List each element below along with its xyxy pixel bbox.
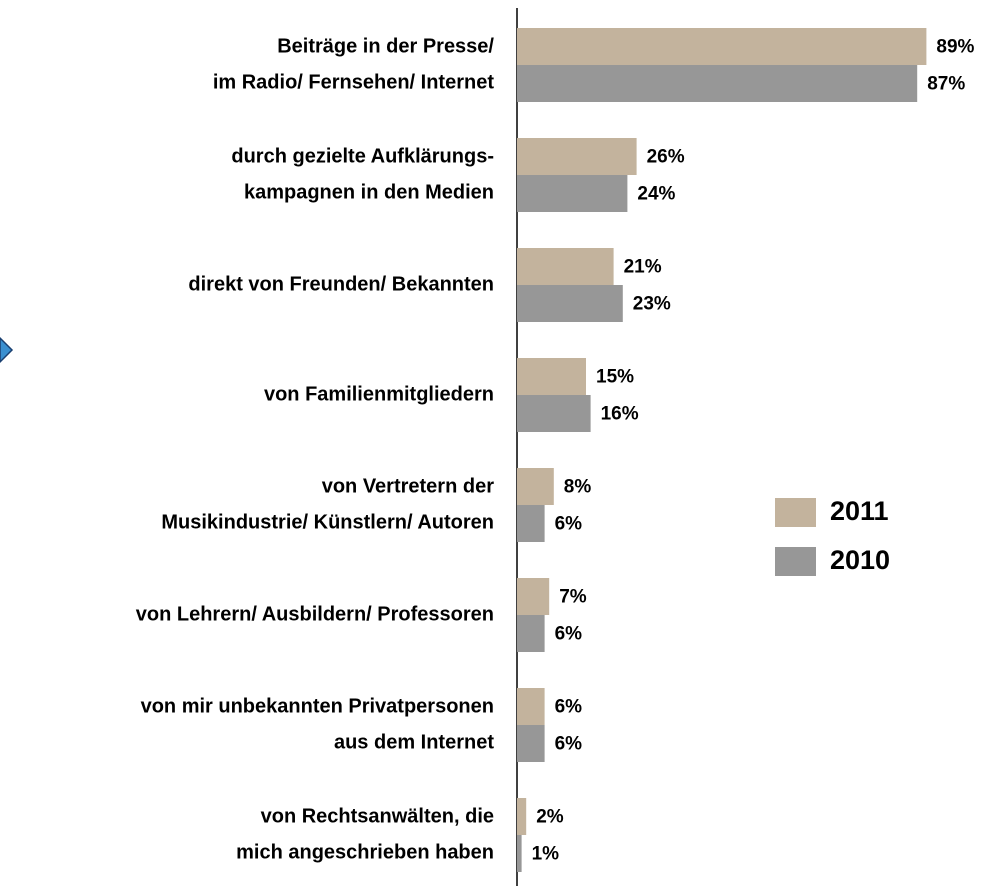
value-label: 89% (936, 37, 974, 58)
category-label: von Familienmitgliedern (264, 383, 494, 405)
bar (517, 615, 545, 652)
value-label: 6% (555, 624, 583, 645)
value-label: 6% (555, 514, 583, 535)
category-label: von Rechtsanwälten, die (261, 805, 494, 827)
category-label: aus dem Internet (334, 731, 494, 753)
bar (517, 65, 918, 102)
value-label: 21% (624, 257, 662, 278)
value-label: 26% (647, 147, 685, 168)
bar (517, 28, 927, 65)
category-label: von Vertretern der (322, 475, 495, 497)
category-label: Beiträge in der Presse/ (277, 35, 494, 57)
value-label: 87% (927, 74, 965, 95)
bar (517, 725, 545, 762)
bar (517, 578, 550, 615)
bar (517, 835, 522, 872)
bar (517, 505, 545, 542)
value-label: 6% (555, 734, 583, 755)
category-label: von Lehrern/ Ausbildern/ Professoren (136, 603, 494, 625)
legend-label: 2011 (830, 496, 889, 526)
category-label: kampagnen in den Medien (244, 181, 494, 203)
category-label: mich angeschrieben haben (236, 841, 494, 863)
value-label: 1% (532, 844, 560, 865)
category-label: durch gezielte Aufklärungs- (231, 145, 494, 167)
bar (517, 285, 623, 322)
category-label: Musikindustrie/ Künstlern/ Autoren (161, 511, 494, 533)
value-label: 15% (596, 367, 634, 388)
value-label: 8% (564, 477, 592, 498)
value-label: 6% (555, 697, 583, 718)
bar (517, 175, 628, 212)
bar (517, 138, 637, 175)
value-label: 23% (633, 294, 671, 315)
value-label: 16% (601, 404, 639, 425)
legend-swatch (775, 498, 816, 527)
value-label: 2% (536, 807, 564, 828)
legend-swatch (775, 547, 816, 576)
category-label: direkt von Freunden/ Bekannten (188, 273, 494, 295)
bar (517, 395, 591, 432)
bar (517, 468, 554, 505)
value-label: 7% (559, 587, 587, 608)
bar (517, 248, 614, 285)
category-label: von mir unbekannten Privatpersonen (141, 695, 494, 717)
bar (517, 688, 545, 725)
bar (517, 798, 527, 835)
legend-label: 2010 (830, 545, 890, 575)
category-label: im Radio/ Fernsehen/ Internet (213, 71, 495, 93)
arrow-icon (0, 336, 14, 364)
bar (517, 358, 586, 395)
value-label: 24% (637, 184, 675, 205)
